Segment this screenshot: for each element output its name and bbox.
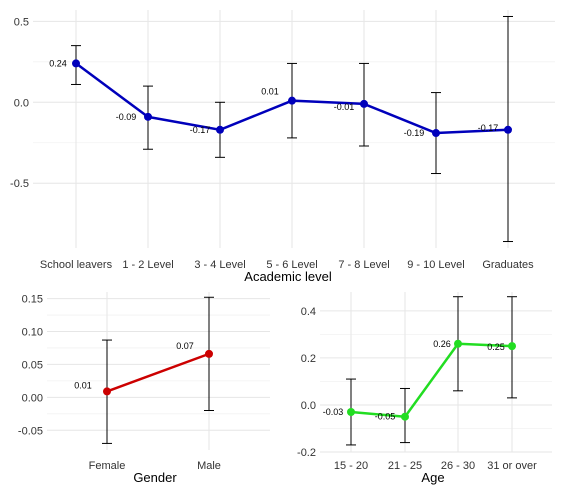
y-tick-label: -0.2 bbox=[297, 447, 316, 459]
data-label: -0.05 bbox=[375, 412, 396, 422]
academic-level-panel: 0.5 0.0 -0.5 School leavers 1 - 2 Level 3 - 4… bbox=[10, 10, 555, 284]
data-point bbox=[72, 59, 80, 68]
data-point bbox=[144, 112, 152, 121]
y-tick-label: 0.2 bbox=[301, 353, 316, 365]
data-point bbox=[508, 342, 516, 351]
data-label: 0.01 bbox=[74, 380, 92, 390]
y-tick-label: 0.00 bbox=[22, 392, 43, 404]
x-tick-label: School leavers bbox=[40, 259, 113, 271]
data-point bbox=[288, 96, 296, 105]
data-label: -0.19 bbox=[404, 128, 425, 138]
y-tick-label: 0.0 bbox=[301, 400, 316, 412]
x-tick-label: 5 - 6 Level bbox=[266, 259, 317, 271]
x-axis-title: Age bbox=[421, 470, 444, 485]
y-tick-label: -0.05 bbox=[18, 425, 43, 437]
data-point bbox=[216, 125, 224, 134]
data-point bbox=[103, 387, 111, 396]
y-tick-label: -0.5 bbox=[10, 178, 29, 190]
data-label: -0.01 bbox=[334, 102, 355, 112]
y-tick-label: 0.05 bbox=[22, 359, 43, 371]
data-label: 0.25 bbox=[487, 342, 505, 352]
x-tick-label: Male bbox=[197, 460, 221, 472]
x-tick-label: 26 - 30 bbox=[441, 460, 475, 472]
x-tick-label: Graduates bbox=[482, 259, 534, 271]
data-label: -0.17 bbox=[190, 125, 211, 135]
data-label: 0.01 bbox=[261, 87, 279, 97]
data-label: 0.24 bbox=[49, 58, 67, 68]
y-tick-label: 0.15 bbox=[22, 294, 43, 306]
x-tick-label: 9 - 10 Level bbox=[407, 259, 464, 271]
data-point bbox=[205, 349, 213, 358]
y-tick-label: 0.10 bbox=[22, 327, 43, 339]
x-tick-label: Female bbox=[89, 460, 126, 472]
x-axis-title: Academic level bbox=[244, 269, 332, 284]
data-point bbox=[504, 125, 512, 134]
age-panel: 0.4 0.2 0.0 -0.2 15 - 20 21 - 25 26 - 30 31 or … bbox=[297, 292, 552, 485]
x-tick-label: 15 - 20 bbox=[334, 460, 368, 472]
data-label: -0.17 bbox=[478, 123, 499, 133]
x-tick-label: 31 or over bbox=[487, 460, 537, 472]
series-line bbox=[350, 342, 513, 418]
x-tick-label: 3 - 4 Level bbox=[194, 259, 245, 271]
x-tick-label: 21 - 25 bbox=[388, 460, 422, 472]
data-point bbox=[432, 129, 440, 138]
data-point bbox=[347, 408, 355, 416]
data-label: -0.09 bbox=[116, 112, 137, 122]
x-axis-title: Gender bbox=[133, 470, 177, 485]
x-tick-label: 1 - 2 Level bbox=[122, 259, 173, 271]
data-point bbox=[401, 412, 409, 421]
y-tick-label: 0.4 bbox=[301, 306, 316, 318]
y-tick-label: 0.0 bbox=[14, 97, 29, 109]
data-label: 0.07 bbox=[176, 341, 194, 351]
data-point bbox=[360, 99, 368, 108]
y-tick-label: 0.5 bbox=[14, 16, 29, 28]
data-label: -0.03 bbox=[323, 407, 344, 417]
data-point bbox=[454, 339, 462, 348]
x-tick-label: 7 - 8 Level bbox=[338, 259, 389, 271]
data-label: 0.26 bbox=[433, 339, 451, 349]
gender-panel: 0.15 0.10 0.05 0.00 -0.05 Female Male Gender 0.0… bbox=[18, 292, 270, 485]
series-line bbox=[106, 352, 210, 393]
